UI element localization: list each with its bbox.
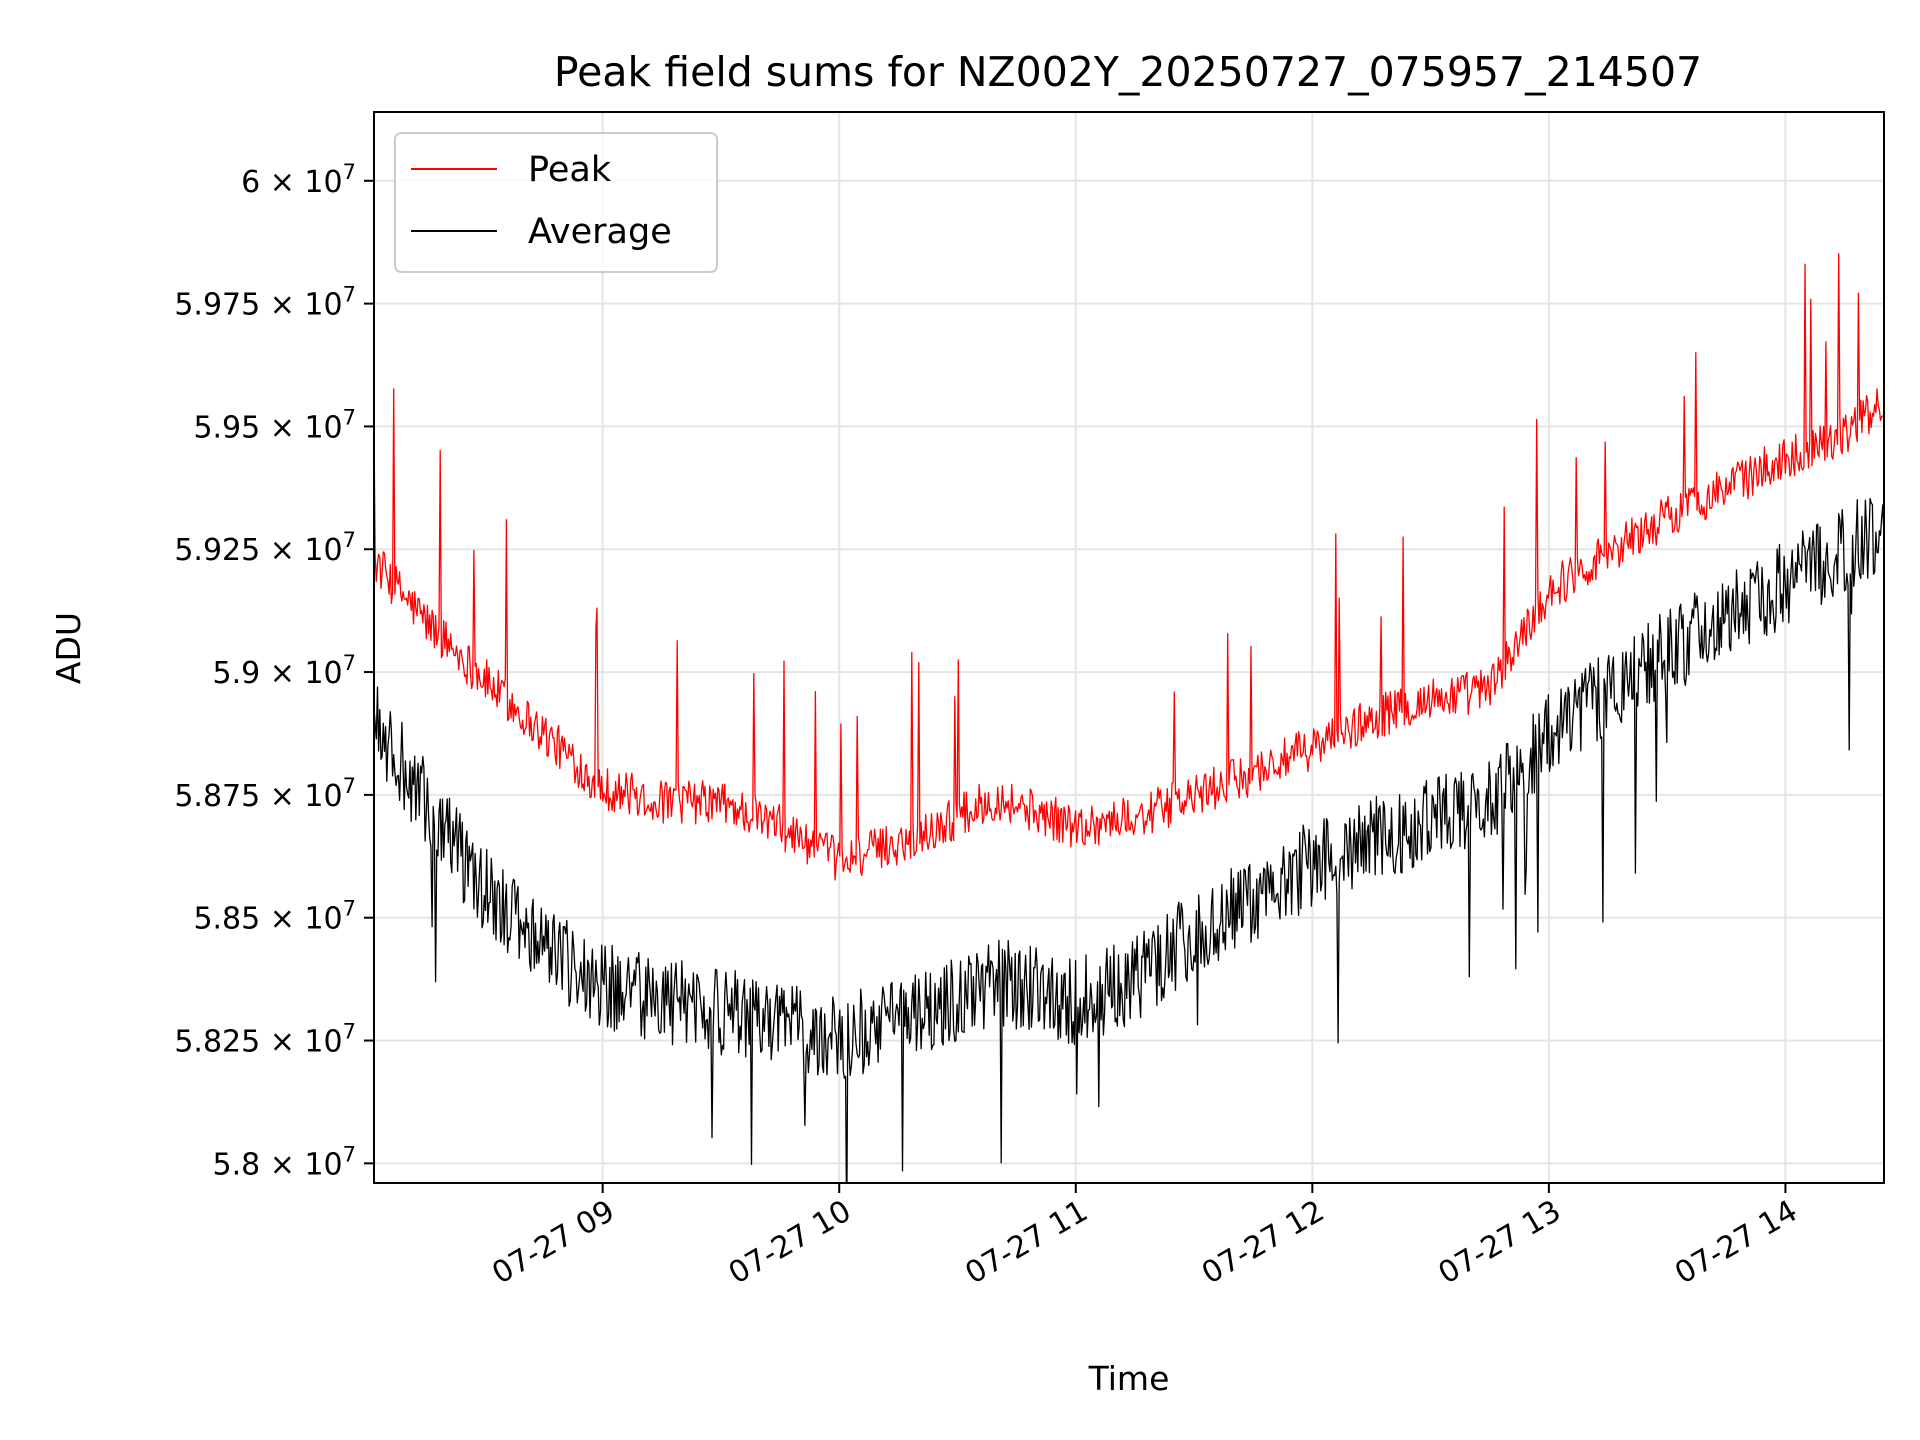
y-tick-label: 5.875 × 107 (174, 774, 356, 814)
legend: Peak Average (394, 132, 718, 273)
y-axis: 5.8 × 107 5.825 × 107 5.85 × 107 5.875 × 10… (174, 160, 374, 1182)
y-tick-label: 5.8 × 107 (213, 1142, 356, 1182)
legend-label-average: Average (528, 212, 672, 252)
series-layer (374, 252, 1884, 1183)
y-tick-label: 5.85 × 107 (193, 897, 356, 937)
legend-box (394, 132, 718, 273)
series-line-average (374, 497, 1884, 1183)
y-axis-title: ADU (49, 612, 88, 684)
y-tick-label: 5.925 × 107 (174, 528, 356, 568)
y-tick-label: 5.975 × 107 (174, 283, 356, 323)
y-tick-label: 5.95 × 107 (193, 405, 356, 445)
plot-frame (373, 111, 1885, 1184)
y-tick-label: 6 × 107 (241, 160, 356, 200)
grid (374, 112, 1884, 1183)
y-tick-label: 5.825 × 107 (174, 1020, 356, 1060)
legend-label-peak: Peak (528, 150, 612, 190)
y-tick-label: 5.9 × 107 (213, 651, 356, 691)
series-line-peak (374, 252, 1884, 881)
x-axis-title: Time (1088, 1359, 1170, 1398)
chart-title: Peak field sums for NZ002Y_20250727_0759… (554, 48, 1702, 96)
